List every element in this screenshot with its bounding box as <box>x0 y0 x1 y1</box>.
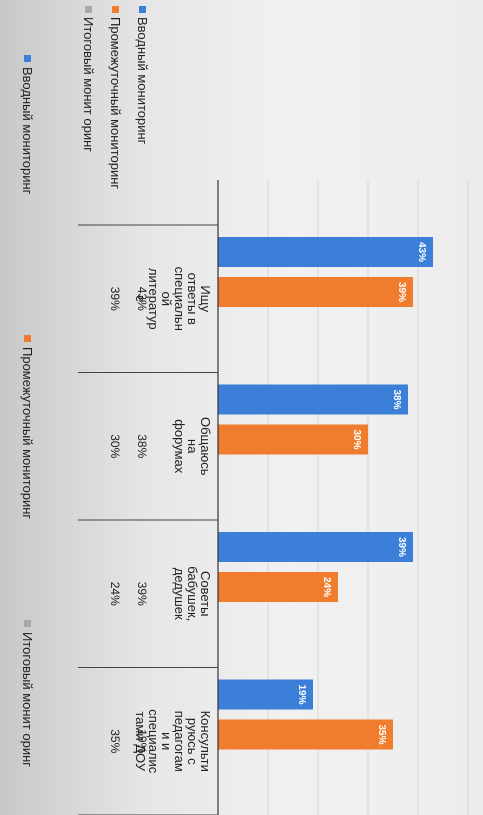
table-value: 35% <box>108 729 122 753</box>
table-legend-label: Промежуточный мониторинг <box>108 17 123 189</box>
legend-swatch <box>24 620 31 627</box>
bar-data-label: 39% <box>396 537 407 557</box>
bar-1-1 <box>218 237 433 267</box>
bar-2-4 <box>218 719 393 750</box>
bar-data-label: 43% <box>416 242 427 262</box>
table-value: 24% <box>108 582 122 606</box>
category-label: Ищуответы вспециальнойлитературе <box>133 267 213 331</box>
table-value: 38% <box>135 434 149 458</box>
bar-2-1 <box>218 277 413 307</box>
table-legend-swatch <box>139 6 146 13</box>
table-legend-swatch <box>85 6 92 13</box>
legend-label: Вводный мониторинг <box>20 67 35 195</box>
category-label: Общаюсьнафорумах <box>172 417 213 476</box>
table-value: 39% <box>108 287 122 311</box>
bar-data-label: 39% <box>396 282 407 302</box>
table-legend-swatch <box>112 6 119 13</box>
bar-2-3 <box>218 572 338 602</box>
table-value: 43% <box>135 287 149 311</box>
bar-1-2 <box>218 384 408 415</box>
bar-data-label: 30% <box>351 429 362 449</box>
table-legend-label: Итоговый монит оринг <box>81 17 96 152</box>
bar-1-3 <box>218 532 413 562</box>
category-label: Консультируюсь спедагогами испециалистам… <box>133 709 213 774</box>
bar-data-label: 38% <box>391 389 402 409</box>
bar-data-label: 35% <box>376 724 387 744</box>
bar-2-2 <box>218 424 368 455</box>
legend-label: Итоговый монит оринг <box>20 632 35 767</box>
table-legend-label: Вводный мониторинг <box>135 17 150 145</box>
table-value: 30% <box>108 434 122 458</box>
legend-label: Промежуточный мониторинг <box>20 347 35 519</box>
legend-swatch <box>24 335 31 342</box>
table-value: 39% <box>135 582 149 606</box>
table-value: 19% <box>135 729 149 753</box>
bar-data-label: 24% <box>321 577 332 597</box>
legend-swatch <box>24 55 31 62</box>
bar-data-label: 19% <box>296 684 307 704</box>
bar-1-4 <box>218 679 313 710</box>
category-label: Советыбабушек,дедушек <box>172 566 213 621</box>
